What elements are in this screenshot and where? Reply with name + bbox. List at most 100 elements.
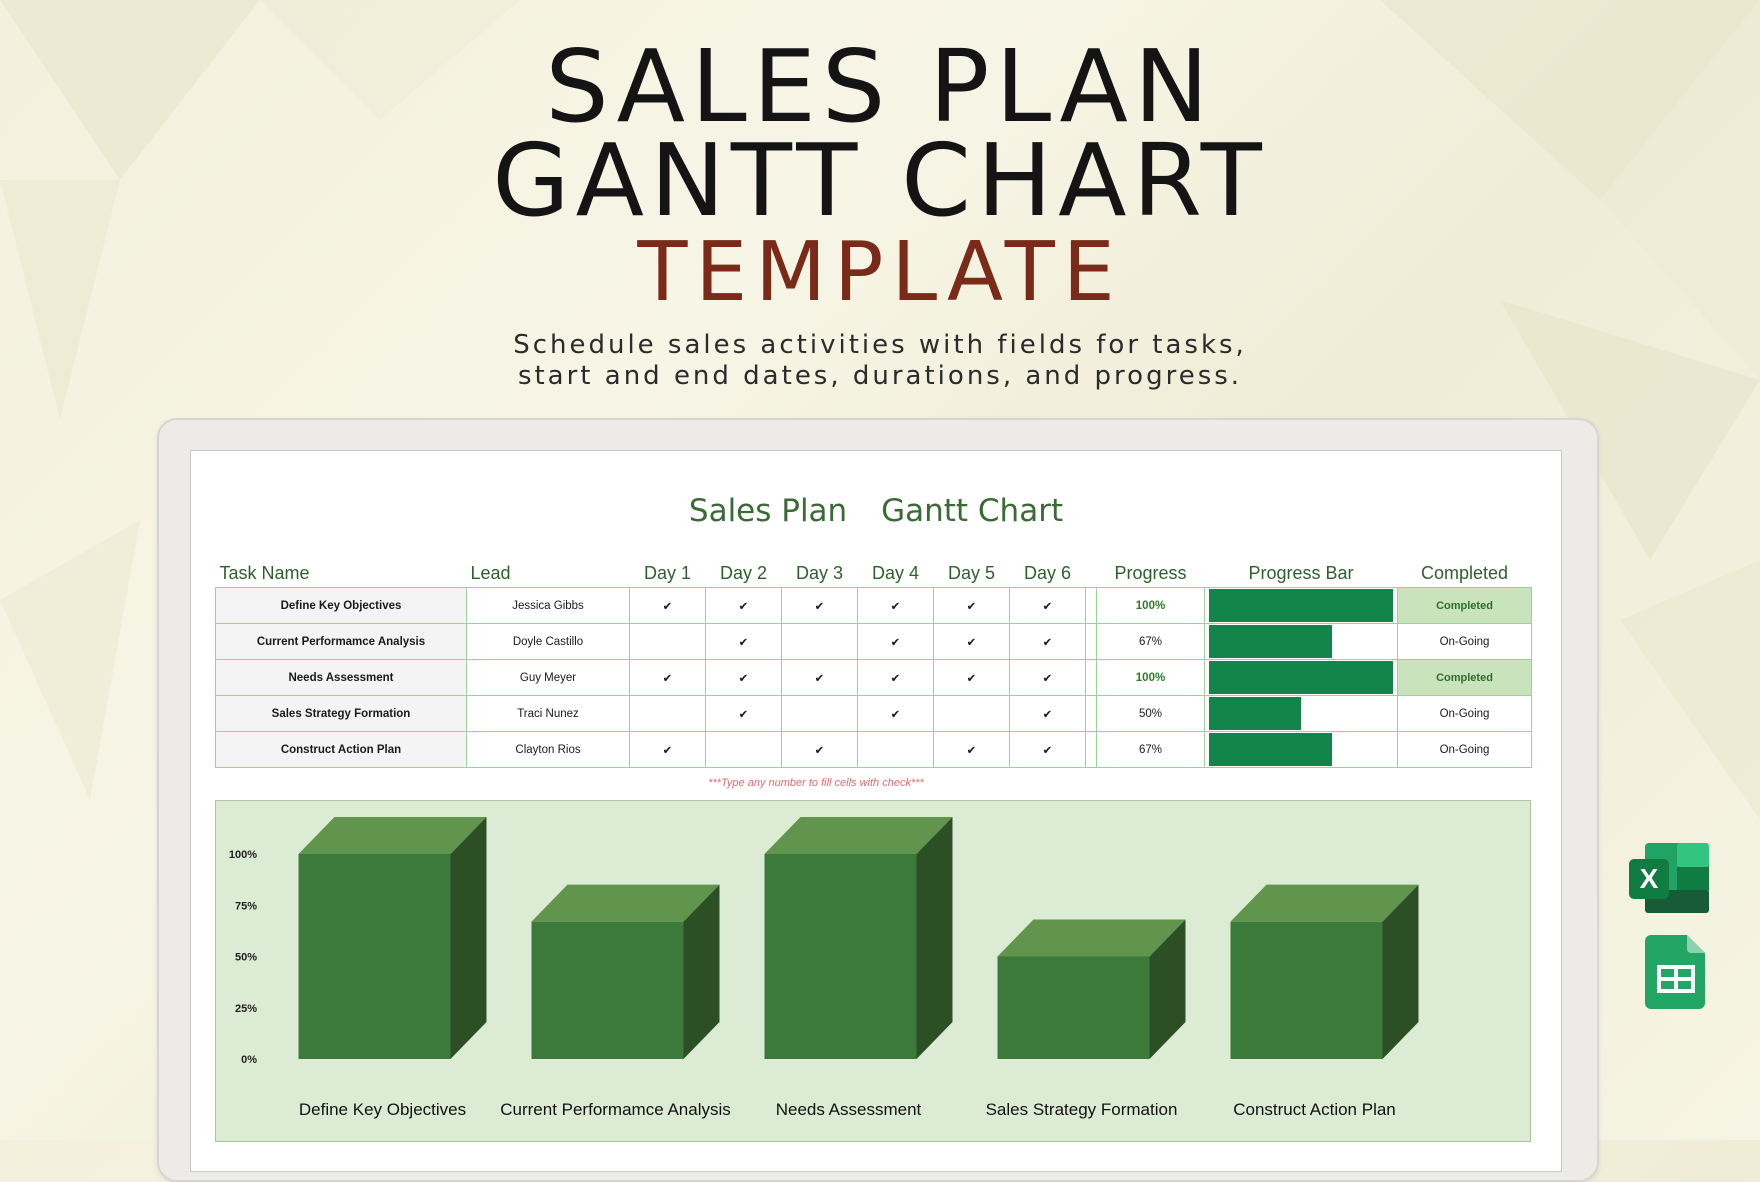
hero-subtitle: TEMPLATE bbox=[637, 225, 1123, 320]
progress-chart: 0% 25% 50% 75% 100% Define Key Objectives Curr… bbox=[215, 800, 1531, 1142]
day-cell[interactable] bbox=[933, 695, 1010, 732]
check-icon: ✔ bbox=[1042, 672, 1053, 685]
day-cell[interactable] bbox=[781, 623, 858, 660]
progress-bar-cell bbox=[1204, 623, 1398, 660]
hero-title-line1: SALES PLAN bbox=[545, 28, 1215, 145]
lead-cell[interactable]: Clayton Rios bbox=[466, 731, 630, 768]
day-cell[interactable]: ✔ bbox=[781, 659, 858, 696]
day-cell[interactable]: ✔ bbox=[933, 659, 1010, 696]
day-cell[interactable]: ✔ bbox=[1009, 731, 1086, 768]
day-cell[interactable] bbox=[705, 731, 782, 768]
col-header: Day 2 bbox=[719, 562, 768, 583]
progress-bar-fill bbox=[1209, 697, 1301, 730]
col-header: Completed bbox=[1420, 562, 1509, 583]
excel-icon[interactable]: X bbox=[1629, 843, 1711, 915]
fill-instruction-note: ***Type any number to fill cells with ch… bbox=[708, 777, 924, 789]
day-cell[interactable]: ✔ bbox=[781, 731, 858, 768]
chart-bar bbox=[531, 884, 720, 1059]
google-sheets-icon[interactable] bbox=[1645, 935, 1707, 1009]
day-cell[interactable]: ✔ bbox=[933, 623, 1010, 660]
task-name-cell[interactable]: Current Performamce Analysis bbox=[215, 623, 467, 660]
day-cell[interactable]: ✔ bbox=[629, 659, 706, 696]
check-icon: ✔ bbox=[814, 744, 825, 757]
day-cell[interactable]: ✔ bbox=[1009, 695, 1086, 732]
progress-bar-cell bbox=[1204, 659, 1398, 696]
day-cell[interactable]: ✔ bbox=[705, 659, 782, 696]
check-icon: ✔ bbox=[662, 672, 673, 685]
check-icon: ✔ bbox=[1042, 600, 1053, 613]
table-row: Current Performamce Analysis Doyle Castil… bbox=[215, 623, 1532, 660]
sheet-title-part1: Sales Plan bbox=[688, 493, 848, 529]
day-cell[interactable] bbox=[629, 695, 706, 732]
day-cell[interactable]: ✔ bbox=[933, 731, 1010, 768]
table-row: Needs Assessment Guy Meyer ✔ ✔ ✔ ✔ ✔ ✔ 100% Compl… bbox=[215, 659, 1532, 696]
lead-cell[interactable]: Jessica Gibbs bbox=[466, 587, 630, 624]
day-cell[interactable]: ✔ bbox=[1009, 587, 1086, 624]
day-cell[interactable]: ✔ bbox=[1009, 659, 1086, 696]
day-cell[interactable] bbox=[629, 623, 706, 660]
table-row: Sales Strategy Formation Traci Nunez ✔ ✔ ✔ 50… bbox=[215, 695, 1532, 732]
status-cell: Completed bbox=[1397, 587, 1532, 624]
chart-bar bbox=[997, 919, 1186, 1059]
check-icon: ✔ bbox=[662, 600, 673, 613]
check-icon: ✔ bbox=[890, 600, 901, 613]
check-icon: ✔ bbox=[1042, 744, 1053, 757]
progress-bar-cell bbox=[1204, 731, 1398, 768]
day-cell[interactable]: ✔ bbox=[857, 587, 934, 624]
y-tick-label: 50% bbox=[235, 952, 257, 964]
col-header: Lead bbox=[470, 562, 511, 583]
day-cell[interactable] bbox=[781, 695, 858, 732]
check-icon: ✔ bbox=[814, 600, 825, 613]
status-cell: On-Going bbox=[1397, 695, 1532, 732]
day-cell[interactable] bbox=[857, 731, 934, 768]
spreadsheet-preview: Sales Plan Gantt Chart Task Name Lead Da… bbox=[190, 450, 1562, 1172]
col-header: Day 5 bbox=[947, 562, 996, 583]
day-cell[interactable]: ✔ bbox=[857, 695, 934, 732]
day-cell[interactable]: ✔ bbox=[629, 587, 706, 624]
task-name-cell[interactable]: Needs Assessment bbox=[215, 659, 467, 696]
progress-bar-fill bbox=[1209, 661, 1393, 694]
day-cell[interactable]: ✔ bbox=[705, 695, 782, 732]
day-cell[interactable]: ✔ bbox=[781, 587, 858, 624]
lead-cell[interactable]: Guy Meyer bbox=[466, 659, 630, 696]
hero-title-line2: GANTT CHART bbox=[492, 122, 1268, 239]
check-icon: ✔ bbox=[890, 672, 901, 685]
day-cell[interactable]: ✔ bbox=[629, 731, 706, 768]
y-tick-label: 75% bbox=[235, 900, 257, 912]
check-icon: ✔ bbox=[738, 672, 749, 685]
day-cell[interactable]: ✔ bbox=[933, 587, 1010, 624]
col-header: Day 4 bbox=[871, 562, 920, 583]
check-icon: ✔ bbox=[738, 600, 749, 613]
status-cell: Completed bbox=[1397, 659, 1532, 696]
day-cell[interactable]: ✔ bbox=[857, 659, 934, 696]
task-name-cell[interactable]: Sales Strategy Formation bbox=[215, 695, 467, 732]
x-category-label: Needs Assessment bbox=[776, 1100, 922, 1119]
progress-bar-fill bbox=[1209, 589, 1393, 622]
progress-cell: 100% bbox=[1096, 587, 1205, 624]
day-cell[interactable]: ✔ bbox=[705, 587, 782, 624]
check-icon: ✔ bbox=[890, 708, 901, 721]
chart-bar bbox=[1230, 884, 1419, 1059]
lead-cell[interactable]: Doyle Castillo bbox=[466, 623, 630, 660]
svg-text:X: X bbox=[1640, 863, 1659, 894]
day-cell[interactable]: ✔ bbox=[705, 623, 782, 660]
check-icon: ✔ bbox=[738, 636, 749, 649]
progress-cell: 100% bbox=[1096, 659, 1205, 696]
chart-bar bbox=[764, 817, 953, 1059]
col-header: Day 1 bbox=[643, 562, 692, 583]
day-cell[interactable]: ✔ bbox=[1009, 623, 1086, 660]
table-row: Define Key Objectives Jessica Gibbs ✔ ✔ ✔ ✔ ✔ ✔… bbox=[215, 587, 1532, 624]
table-row: Construct Action Plan Clayton Rios ✔ ✔ ✔ ✔ 67%… bbox=[215, 731, 1532, 768]
table-header-row: Task Name Lead Day 1 Day 2 Day 3 Day 4 D… bbox=[216, 559, 1532, 588]
lead-cell[interactable]: Traci Nunez bbox=[466, 695, 630, 732]
task-name-cell[interactable]: Define Key Objectives bbox=[215, 587, 467, 624]
col-header: Progress bbox=[1114, 562, 1187, 583]
x-category-label: Define Key Objectives bbox=[299, 1100, 466, 1119]
status-cell: On-Going bbox=[1397, 623, 1532, 660]
check-icon: ✔ bbox=[1042, 708, 1053, 721]
day-cell[interactable]: ✔ bbox=[857, 623, 934, 660]
check-icon: ✔ bbox=[966, 636, 977, 649]
task-name-cell[interactable]: Construct Action Plan bbox=[215, 731, 467, 768]
check-icon: ✔ bbox=[1042, 636, 1053, 649]
check-icon: ✔ bbox=[738, 708, 749, 721]
